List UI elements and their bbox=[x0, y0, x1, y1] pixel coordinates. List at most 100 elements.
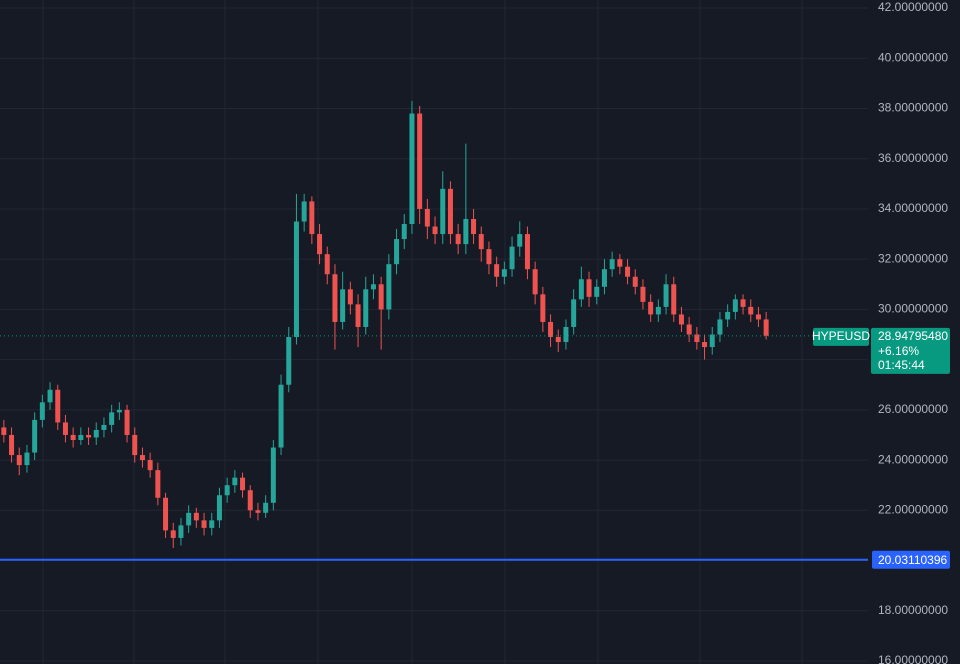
candle-body bbox=[501, 269, 507, 277]
candle-body bbox=[671, 284, 677, 315]
candle-body bbox=[609, 259, 615, 270]
candle-body bbox=[24, 452, 30, 466]
candle-body bbox=[424, 208, 430, 227]
candle-body bbox=[355, 304, 361, 327]
candle-body bbox=[255, 510, 261, 513]
candle-body bbox=[301, 201, 307, 222]
candle-body bbox=[132, 434, 138, 456]
candle-body bbox=[93, 429, 99, 438]
candle-body bbox=[532, 269, 538, 295]
candle-body bbox=[109, 412, 115, 425]
candle-body bbox=[224, 485, 230, 496]
candle-body bbox=[209, 520, 215, 528]
candle-body bbox=[563, 326, 569, 343]
candle-body bbox=[193, 512, 199, 521]
vertical-grid bbox=[42, 0, 803, 664]
candle-body bbox=[201, 520, 207, 528]
y-tick-label: 16.00000000 bbox=[878, 653, 948, 664]
candle-body bbox=[686, 324, 692, 335]
y-tick-label: 30.00000000 bbox=[878, 302, 948, 316]
candle-body bbox=[116, 409, 122, 413]
candle-body bbox=[39, 402, 45, 420]
candle-body bbox=[755, 314, 761, 320]
candle-body bbox=[263, 502, 269, 513]
y-tick-label: 24.00000000 bbox=[878, 452, 948, 466]
candle-body bbox=[62, 422, 68, 435]
candle-body bbox=[332, 274, 338, 322]
candle-body bbox=[186, 512, 192, 526]
level-label: 20.03110396 bbox=[878, 553, 948, 567]
candle-body bbox=[578, 279, 584, 300]
candle-body bbox=[216, 495, 222, 521]
candle-body bbox=[286, 337, 292, 385]
candle-body bbox=[732, 299, 738, 312]
candle-body bbox=[170, 530, 176, 538]
candle-body bbox=[178, 525, 184, 538]
change-label: +6.16% bbox=[878, 344, 919, 358]
last-price-label: 28.94795480 bbox=[878, 329, 948, 343]
candle-body bbox=[278, 384, 284, 448]
candle-body bbox=[432, 226, 438, 235]
candle-body bbox=[586, 279, 592, 297]
symbol-label: HYPEUSD bbox=[812, 329, 870, 343]
y-tick-label: 32.00000000 bbox=[878, 251, 948, 265]
candle-body bbox=[471, 218, 477, 235]
level-label-box bbox=[872, 550, 950, 569]
candle-body bbox=[101, 424, 107, 430]
candle-body bbox=[409, 113, 415, 225]
candle-body bbox=[9, 434, 15, 456]
y-tick-label: 42.00000000 bbox=[878, 0, 948, 14]
candle-body bbox=[594, 286, 600, 297]
candle-body bbox=[240, 477, 246, 491]
candle-body bbox=[678, 314, 684, 325]
candle-body bbox=[270, 447, 276, 503]
candle-body bbox=[386, 264, 392, 310]
candles bbox=[1, 100, 769, 548]
candle-body bbox=[55, 389, 61, 423]
candle-body bbox=[655, 306, 661, 315]
candle-body bbox=[16, 455, 22, 466]
symbol-box bbox=[813, 327, 869, 346]
candle-body bbox=[155, 470, 161, 498]
candle-body bbox=[370, 284, 376, 290]
candle-body bbox=[347, 289, 353, 305]
candle-body bbox=[378, 284, 384, 310]
candle-body bbox=[709, 334, 715, 348]
y-tick-label: 22.00000000 bbox=[878, 502, 948, 516]
countdown-label: 01:45:44 bbox=[878, 358, 925, 372]
candle-body bbox=[617, 259, 623, 267]
y-tick-label: 18.00000000 bbox=[878, 603, 948, 617]
candle-body bbox=[694, 334, 700, 343]
candle-body bbox=[1, 427, 7, 435]
candle-body bbox=[524, 234, 530, 270]
candle-body bbox=[663, 284, 669, 307]
candle-body bbox=[147, 460, 153, 471]
candle-body bbox=[632, 276, 638, 287]
candle-body bbox=[640, 286, 646, 302]
candle-body bbox=[394, 239, 400, 265]
candle-body bbox=[509, 246, 515, 270]
candle-body bbox=[324, 254, 330, 275]
price-box bbox=[871, 327, 950, 374]
candle-body bbox=[494, 264, 500, 277]
candle-body bbox=[32, 419, 38, 453]
candle-body bbox=[548, 321, 554, 338]
candle-body bbox=[340, 289, 346, 322]
candle-body bbox=[571, 299, 577, 327]
y-tick-label: 36.00000000 bbox=[878, 151, 948, 165]
candle-body bbox=[447, 188, 453, 235]
candle-body bbox=[486, 249, 492, 265]
candle-body bbox=[601, 269, 607, 287]
candle-body bbox=[163, 497, 169, 531]
candle-body bbox=[70, 434, 76, 440]
candle-body bbox=[363, 289, 369, 327]
candle-body bbox=[478, 234, 484, 250]
candle-body bbox=[463, 218, 469, 245]
candle-body bbox=[247, 490, 253, 511]
candle-body bbox=[717, 319, 723, 335]
overlay: 20.03110396 HYPEUSD 28.94795480+6.16%01:45… bbox=[0, 327, 950, 569]
candle-body bbox=[648, 301, 654, 315]
